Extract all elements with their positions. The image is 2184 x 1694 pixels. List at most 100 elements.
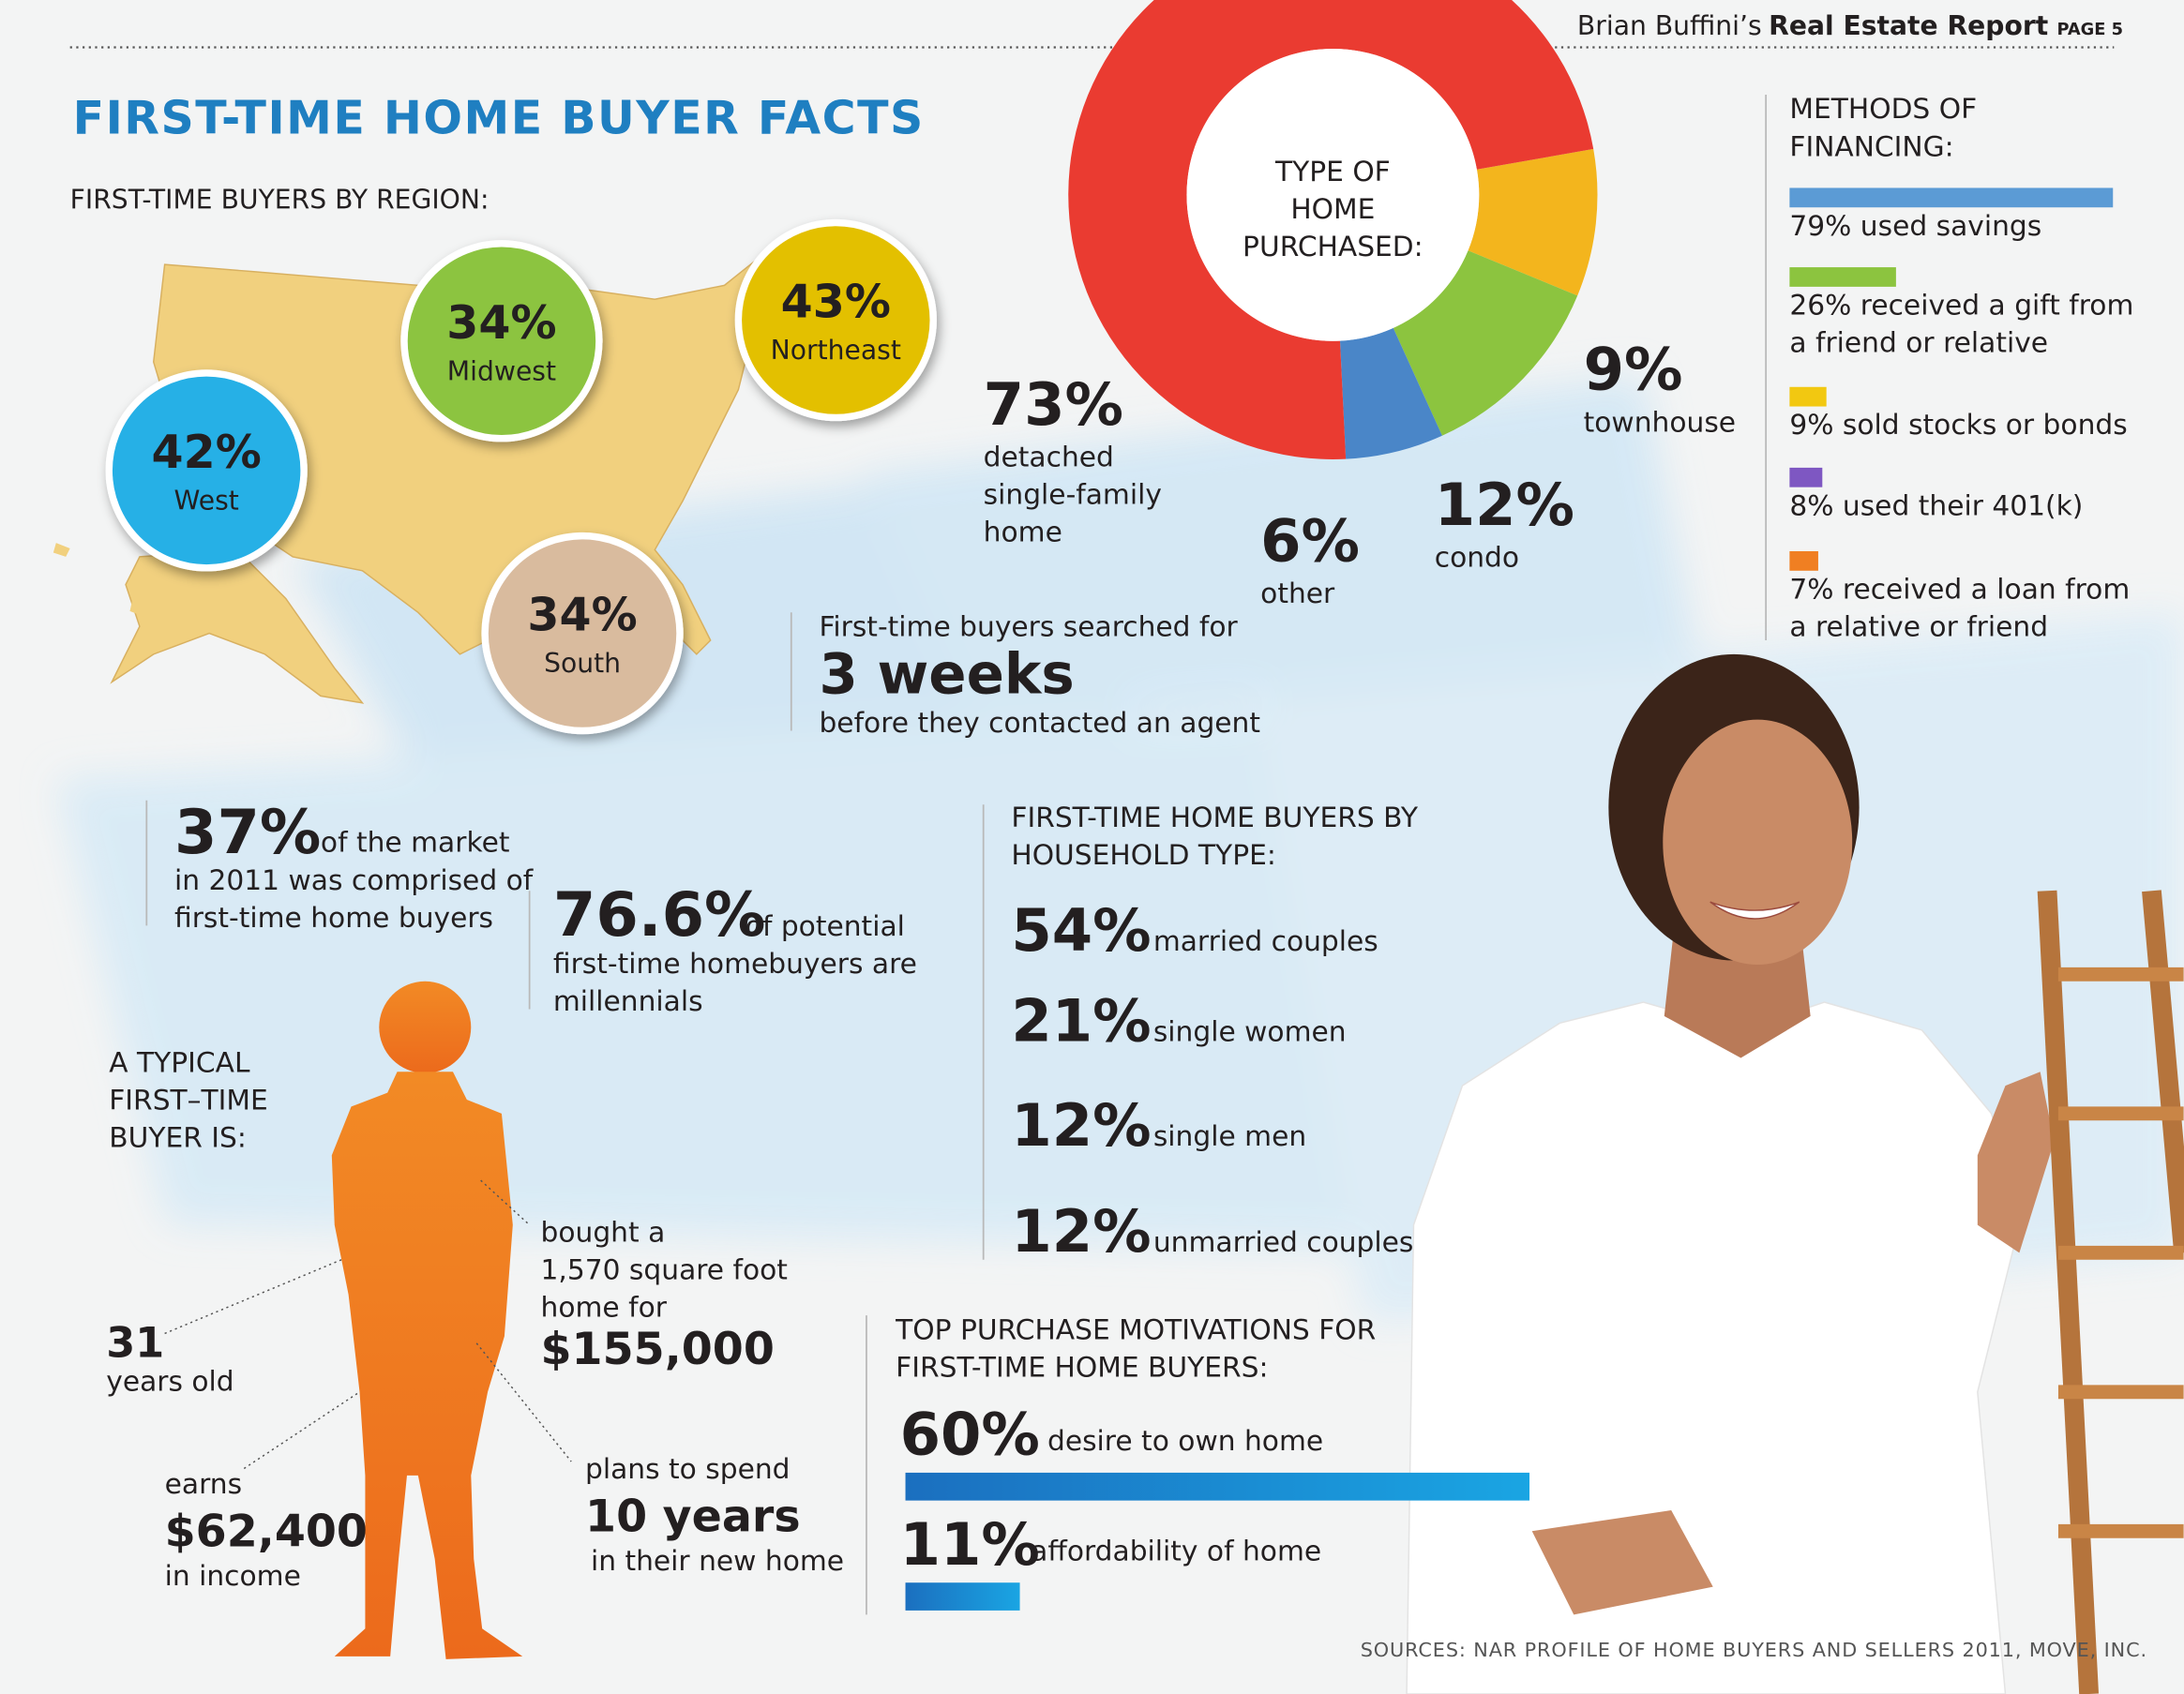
woman-mouth [1710,901,1800,920]
stat-text: first-time home buyers [174,902,493,935]
page-title: FIRST-TIME HOME BUYER FACTS [73,92,925,145]
content: Brian Buffini’s Real Estate Report PAGE 5 F… [69,0,2147,1661]
region-circle [105,369,308,572]
segment-label: 6% [1260,506,1360,575]
donut-segment [1339,327,1442,459]
section-heading: FINANCING: [1789,130,1953,163]
stat-text: years old [106,1365,233,1398]
leader-line [243,1391,360,1470]
stat-text: earns [165,1468,242,1501]
stat-text: of potential [746,910,905,943]
donut-title: HOME [1290,193,1375,226]
financing-text: 26% received a gift from [1789,290,2133,322]
financing-bar [1789,187,2114,208]
donut-title: TYPE OF [1274,156,1391,188]
leader-line [164,1259,342,1335]
header-brand: Brian Buffini’s [1577,10,1762,41]
household-label: married couples [1153,925,1378,958]
stat-big: 76.6% [553,879,766,951]
stat-text: of the market [321,827,510,860]
region-circle [400,240,603,442]
stat-big: 31 [106,1319,164,1368]
section-heading: BUYER IS: [109,1121,247,1154]
motivation-text: affordability of home [1031,1535,1321,1567]
motivation-percent: 11% [900,1510,1040,1579]
financing-text: a relative or friend [1789,611,2048,644]
ladder-rail [2037,890,2099,1694]
motivation-text: desire to own home [1047,1425,1323,1458]
region-percent: 43% [781,276,891,329]
stat-text: bought a [541,1216,666,1249]
stat-text: 1,570 square foot [541,1254,788,1287]
person-head [379,981,472,1073]
stat-text: First-time buyers searched for [819,611,1238,644]
header-page: PAGE 5 [2056,20,2123,39]
section-heading: FIRST–TIME [109,1084,268,1117]
section-heading: TOP PURCHASE MOTIVATIONS FOR [895,1313,1376,1346]
stat-big: $62,400 [165,1507,368,1558]
segment-label: 9% [1584,336,1683,404]
hawaii-map [53,543,150,617]
segment-name: single-family [984,478,1162,511]
woman-shirt [1406,1001,2021,1694]
stat-big: 3 weeks [819,642,1074,707]
region-circle [481,532,684,735]
stat-text: in 2011 was comprised of [174,864,535,897]
stat-big: 10 years [585,1491,801,1542]
segment-label: 12% [1435,471,1574,539]
stat-text: home for [541,1292,668,1325]
household-label: single women [1153,1016,1347,1049]
stat-text: first-time homebuyers are [553,948,917,981]
section-heading: FIRST-TIME HOME BUYERS: [896,1351,1268,1384]
segment-name: condo [1435,541,1519,574]
donut-hole [1186,48,1480,341]
stat-text: plans to spend [585,1453,790,1486]
sources-note: SOURCES: NAR PROFILE OF HOME BUYERS AND … [1361,1639,2147,1661]
financing-text: 79% used savings [1789,210,2041,243]
stat-big: $155,000 [541,1324,775,1375]
stat-text: millennials [553,985,703,1018]
region-percent: 34% [527,589,637,642]
motivation-bar [905,1582,1020,1611]
alaska-map [110,548,365,704]
motivation-bar [905,1472,1530,1501]
financing-bar [1789,386,1827,407]
financing-bar [1789,550,1818,571]
woman-arm [1977,1072,2055,1253]
header-report: Real Estate Report [1769,10,2048,41]
stat-text: in their new home [591,1545,844,1578]
donut-segment [1393,250,1578,436]
woman-face [1663,719,1853,965]
region-name: Midwest [447,355,556,386]
segment-name: other [1260,577,1335,610]
region-name: South [544,648,621,679]
section-heading: A TYPICAL [109,1046,250,1079]
segment-name: home [984,517,1062,549]
segment-name: detached [984,441,1114,473]
motivation-percent: 60% [900,1401,1040,1469]
financing-bar [1789,467,1823,487]
donut-segment [1468,148,1598,296]
section-heading: FIRST-TIME BUYERS BY REGION: [70,185,490,216]
household-percent: 54% [1011,896,1151,965]
region-percent: 34% [446,296,556,350]
financing-text: 7% received a loan from [1789,573,2130,606]
household-label: unmarried couples [1153,1226,1414,1259]
stat-text: in income [165,1560,301,1593]
segment-label: 73% [984,370,1123,439]
woman-hand [1531,1510,1713,1615]
household-percent: 12% [1011,1091,1151,1160]
person-body [331,1072,523,1659]
household-percent: 12% [1011,1197,1151,1266]
stat-big: 37% [174,797,321,868]
region-percent: 42% [152,426,262,479]
paint-swatch [863,375,1699,725]
region-name: Northeast [771,335,901,366]
financing-bar [1789,267,1896,287]
segment-name: townhouse [1584,406,1736,439]
region-circle [734,218,937,422]
donut-title: PURCHASED: [1243,231,1423,263]
